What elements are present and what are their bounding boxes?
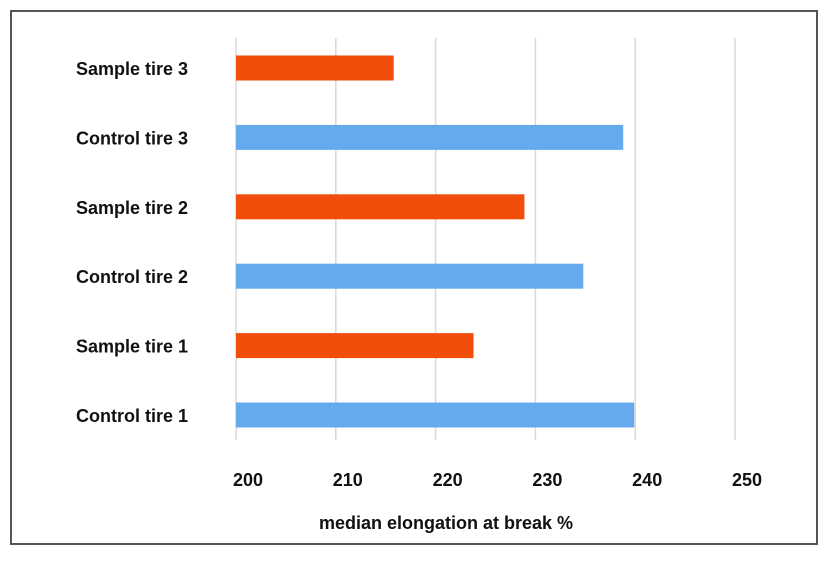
category-label: Sample tire 1: [76, 337, 188, 357]
x-tick-label: 250: [732, 470, 762, 490]
category-label: Control tire 2: [76, 267, 188, 287]
x-tick-label: 230: [532, 470, 562, 490]
bar: [236, 333, 474, 359]
x-tick-label: 210: [333, 470, 363, 490]
category-label: Sample tire 3: [76, 59, 188, 79]
category-label: Sample tire 2: [76, 198, 188, 218]
x-axis-title: median elongation at break %: [319, 513, 573, 533]
category-label: Control tire 3: [76, 128, 188, 148]
bar: [236, 124, 624, 150]
bar: [236, 55, 394, 81]
bar: [236, 402, 635, 428]
x-tick-label: 220: [433, 470, 463, 490]
bar: [236, 263, 584, 289]
x-tick-label: 240: [632, 470, 662, 490]
x-tick-label: 200: [233, 470, 263, 490]
bar: [236, 194, 525, 220]
category-label: Control tire 1: [76, 406, 188, 426]
